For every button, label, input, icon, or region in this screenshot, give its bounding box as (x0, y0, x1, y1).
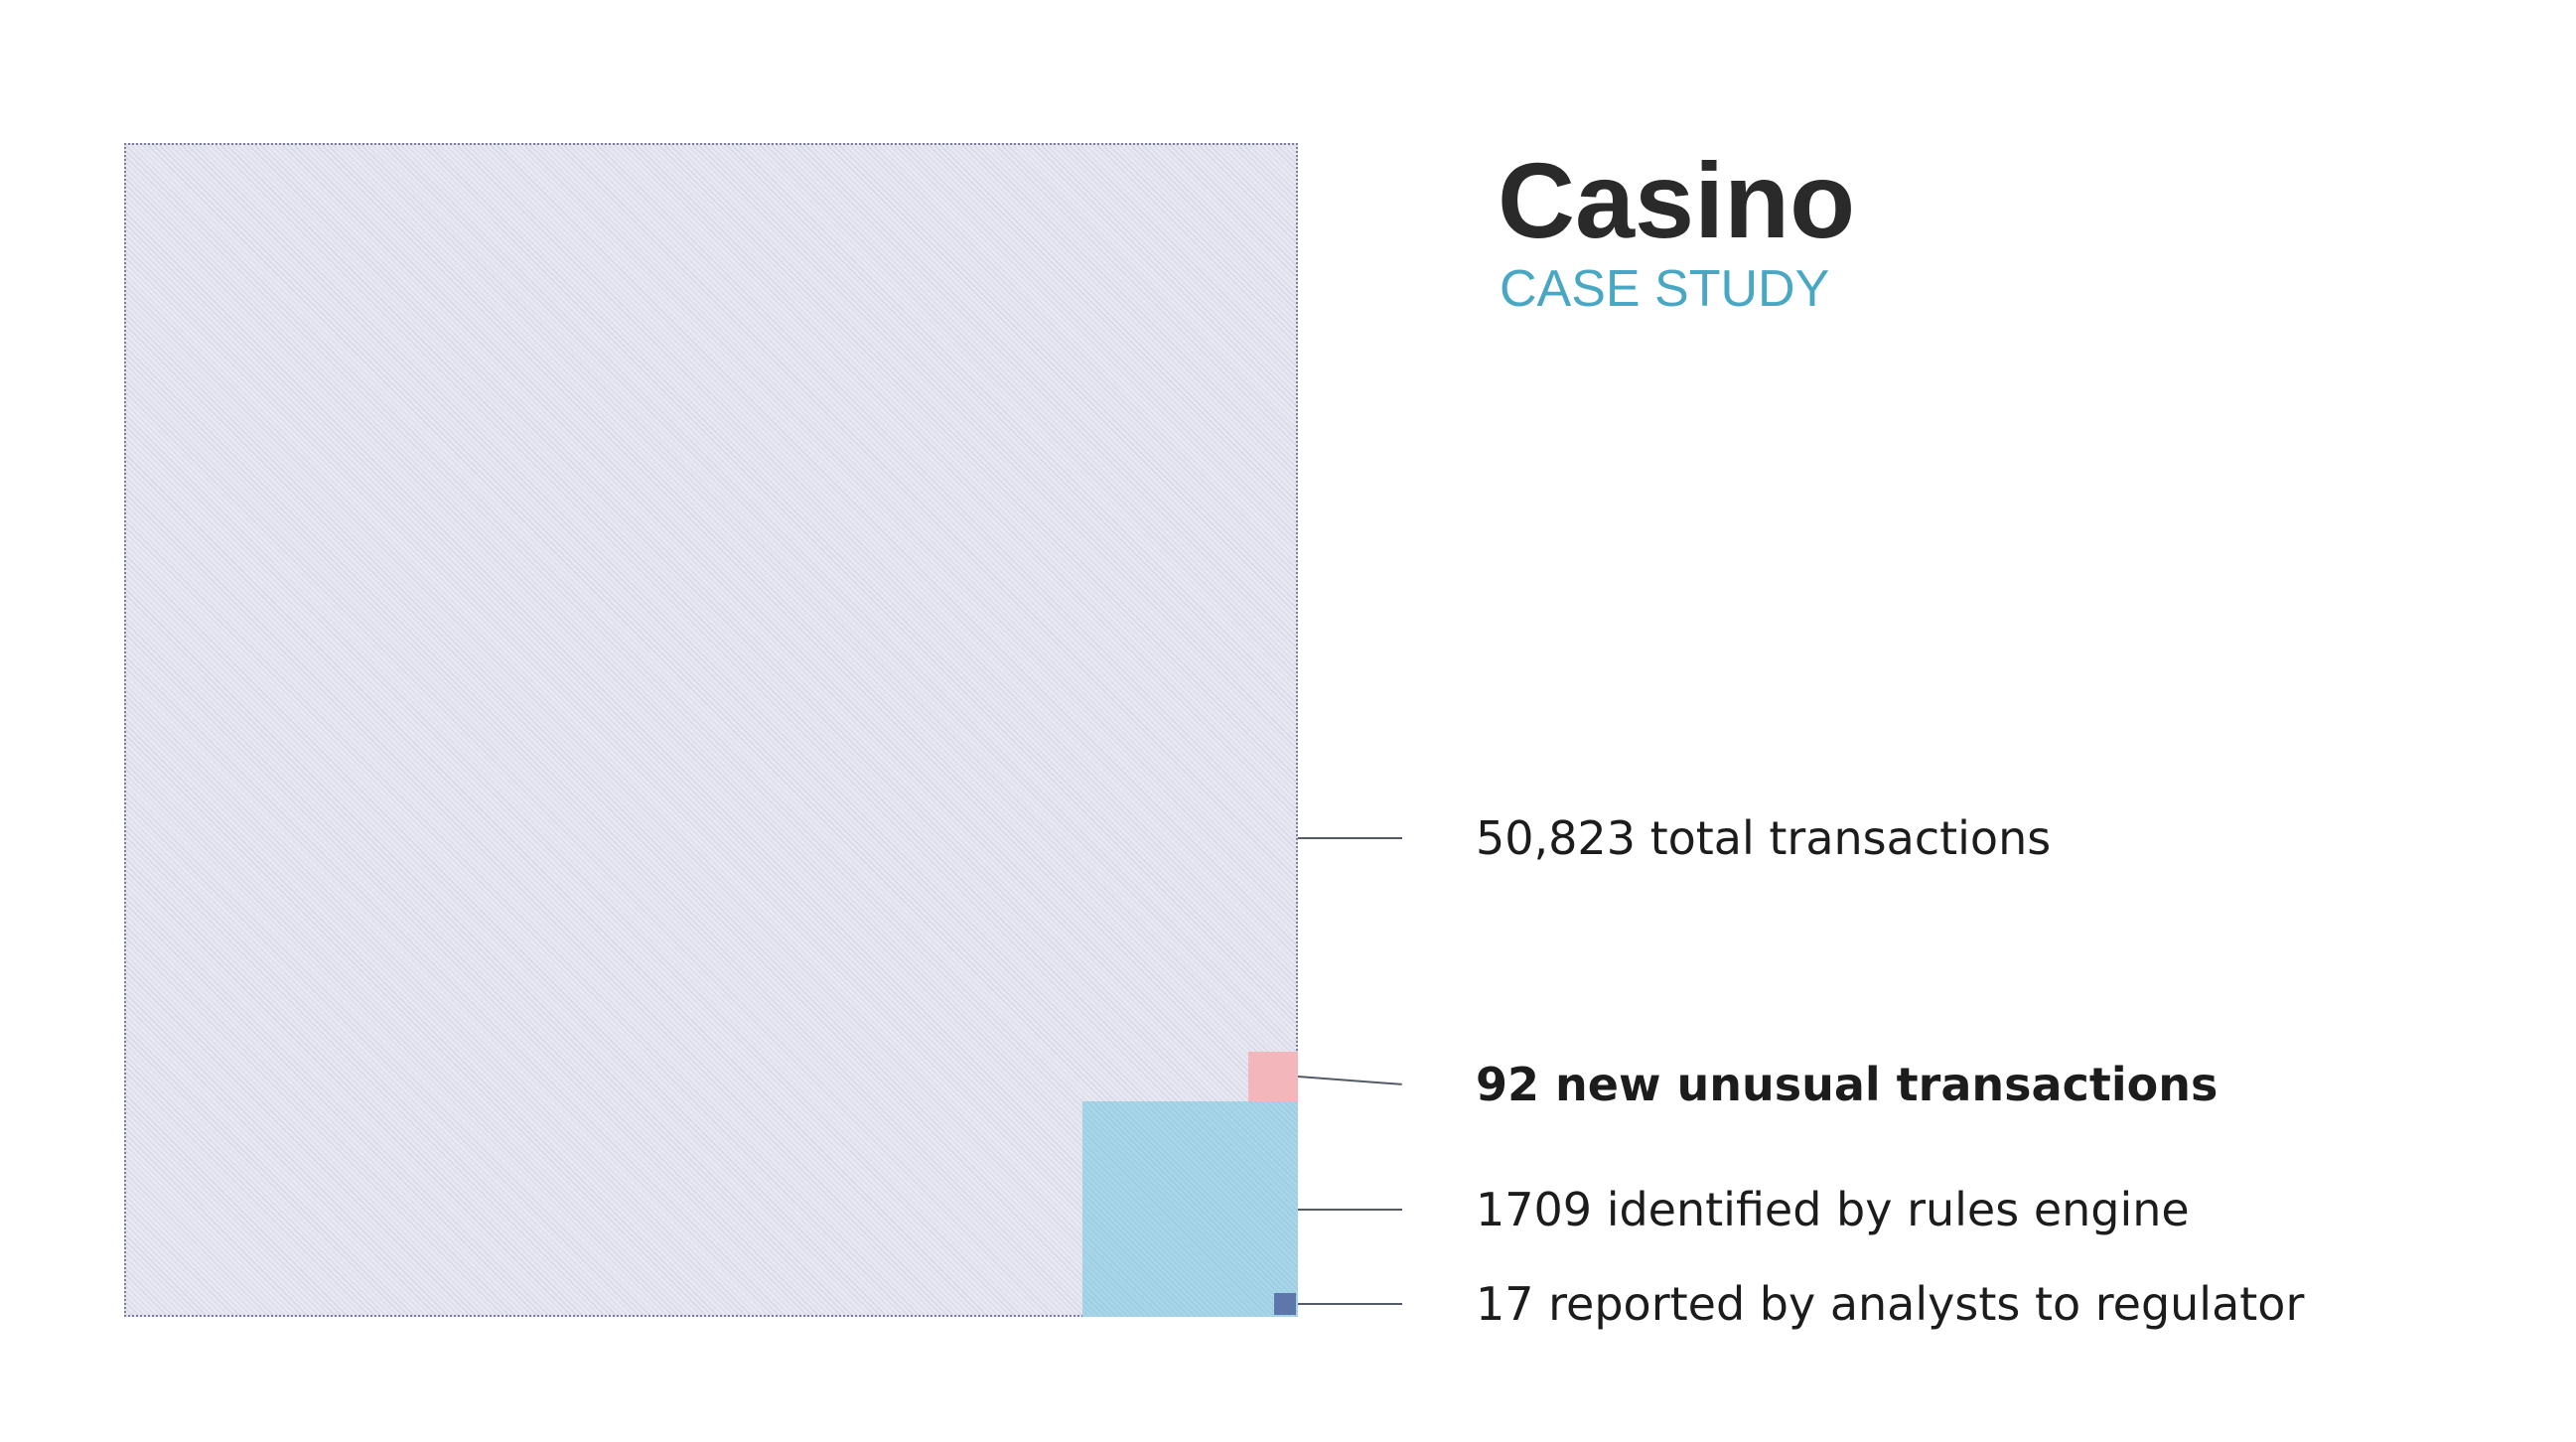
label-total-transactions: 50,823 total transactions (1476, 811, 2052, 865)
reported-to-regulator-square (1274, 1293, 1296, 1315)
leader-line-rules (1298, 1208, 1402, 1211)
label-new-unusual: 92 new unusual transactions (1476, 1058, 2218, 1111)
leader-line-new (1297, 1076, 1403, 1085)
rules-engine-square (1082, 1101, 1298, 1317)
leader-line-reported (1298, 1303, 1402, 1306)
label-rules-engine: 1709 identified by rules engine (1476, 1182, 2190, 1236)
page-subtitle: CASE STUDY (1500, 260, 1830, 318)
leader-line-total (1298, 837, 1402, 839)
label-reported-regulator: 17 reported by analysts to regulator (1476, 1277, 2305, 1332)
total-transactions-square (124, 143, 1298, 1317)
new-unusual-square (1247, 1051, 1298, 1102)
page-title: Casino (1498, 140, 1856, 260)
